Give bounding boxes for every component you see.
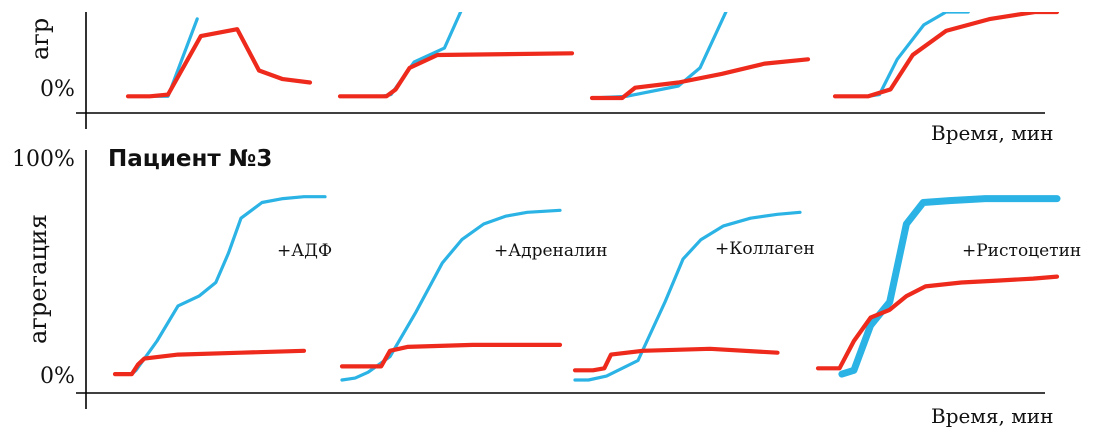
top-subplot-2-series-patient-line — [337, 51, 575, 99]
bottom-subplot-1-series-patient-line — [112, 348, 307, 377]
bottom-subplot-2-series-patient-line — [339, 342, 563, 369]
top-subplot-4-series-patient-line — [832, 12, 1060, 99]
top-y-tick-0: 0% — [40, 77, 75, 102]
panel-title: Пациент №3 — [108, 146, 273, 172]
top-subplot-4-series-control-line — [833, 12, 970, 98]
bottom-y-tick-100: 100% — [12, 147, 75, 172]
annotation-ristocetin: +Ристоцетин — [962, 241, 1082, 261]
bottom-subplot-4-series-patient-line — [815, 274, 1060, 371]
annotation-adp: +АДФ — [277, 241, 333, 261]
bottom-x-axis-label: Время, мин — [931, 404, 1054, 428]
bottom-subplot-3-series-patient-line — [572, 346, 780, 373]
bottom-subplot-1-series-control-line — [113, 195, 327, 376]
bottom-y-axis-label: агрегация — [24, 214, 52, 344]
bottom-y-tick-0: 0% — [40, 364, 75, 389]
annotation-collagen: +Коллаген — [715, 239, 815, 259]
bottom-subplot-3-series-control-line — [573, 210, 802, 382]
top-subplot-3-series-patient-line — [589, 57, 811, 101]
top-y-axis-label: агр — [26, 17, 54, 60]
top-subplot-1-series-patient-line — [125, 27, 313, 99]
annotation-adrenaline: +Адреналин — [494, 241, 608, 261]
bottom-subplot-2-series-control-line — [340, 208, 562, 382]
top-x-axis-label: Время, мин — [931, 121, 1054, 145]
bottom-subplot-4-series-control-line — [838, 195, 1061, 378]
